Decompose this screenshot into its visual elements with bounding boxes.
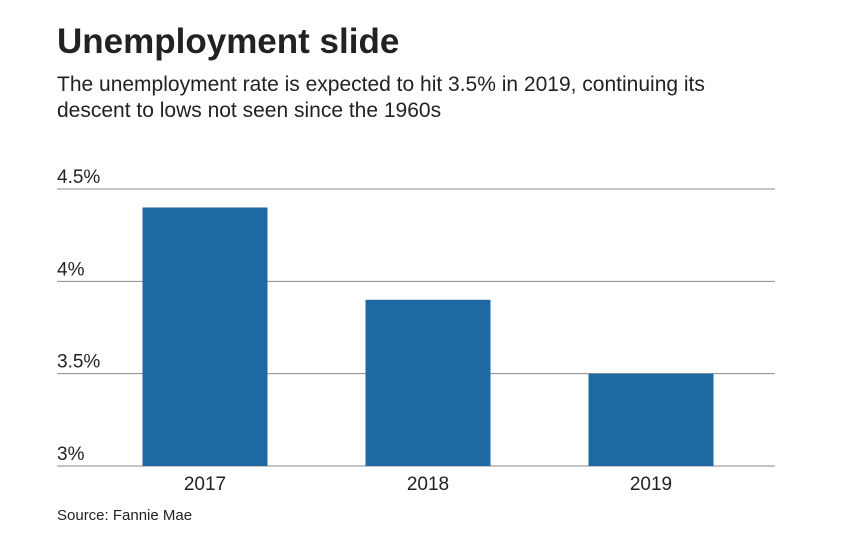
x-tick-label: 2017 xyxy=(184,474,226,495)
y-tick-label: 3% xyxy=(57,444,85,465)
y-tick-label: 4.5% xyxy=(57,167,100,188)
bar xyxy=(588,373,714,466)
x-tick-label: 2019 xyxy=(630,474,672,495)
y-tick-label: 4% xyxy=(57,259,85,280)
chart-subtitle: The unemployment rate is expected to hit… xyxy=(57,73,705,122)
bar xyxy=(365,299,491,466)
chart-title: Unemployment slide xyxy=(57,22,400,61)
chart: 3% 3.5% 4% 4.5% 2017 2018 2019 xyxy=(57,167,775,495)
y-tick-label: 3.5% xyxy=(57,352,100,373)
x-tick-label: 2018 xyxy=(407,474,449,495)
bar xyxy=(142,207,268,466)
source-note: Source: Fannie Mae xyxy=(57,507,193,524)
